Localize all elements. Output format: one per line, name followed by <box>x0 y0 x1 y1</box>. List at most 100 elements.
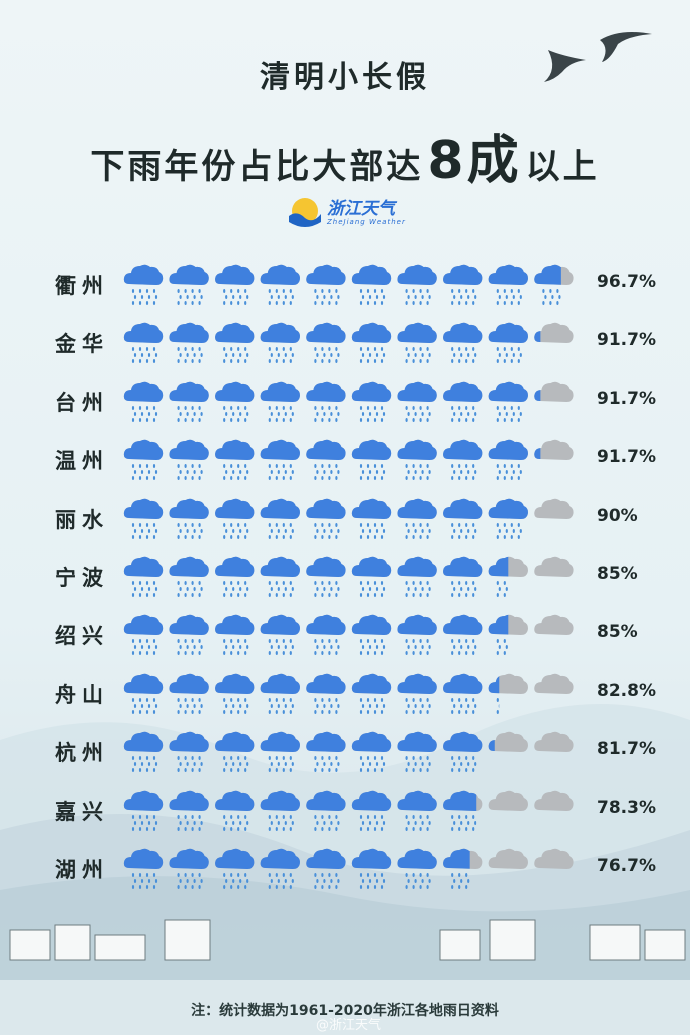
city-label: 杭州 <box>55 741 109 766</box>
city-label: 衢州 <box>55 274 109 298</box>
rain-cloud-icon <box>488 790 528 811</box>
rain-cloud-icon <box>397 673 437 714</box>
rain-cloud-icon <box>215 848 255 889</box>
chart-row: 嘉兴 78.3% <box>0 788 690 838</box>
rain-cloud-icon <box>443 556 483 597</box>
rain-cloud-icon <box>169 323 209 364</box>
rain-cloud-icon <box>169 439 209 481</box>
rain-cloud-icon <box>260 673 300 714</box>
rain-cloud-icon <box>306 323 346 364</box>
rain-cloud-icon <box>488 381 528 422</box>
rain-cloud-icon <box>215 556 255 597</box>
rain-cloud-icon <box>443 673 483 714</box>
watermark: @浙江天气 <box>316 1018 382 1033</box>
percent-label: 90% <box>597 505 638 526</box>
rain-cloud-icon <box>260 848 300 889</box>
rain-cloud-icon <box>534 615 574 636</box>
rain-cloud-icon <box>260 556 300 597</box>
percent-label: 85% <box>597 622 638 643</box>
cloud-icon-row <box>123 731 574 773</box>
rain-cloud-icon <box>397 790 437 831</box>
city-label: 嘉兴 <box>55 799 109 824</box>
percent-label: 91.7% <box>597 388 656 409</box>
percent-label: 91.7% <box>597 447 656 468</box>
percent-label: 81.7% <box>597 739 656 760</box>
rain-cloud-icon <box>123 381 164 422</box>
rain-cloud-icon <box>260 615 300 656</box>
rain-cloud-icon <box>260 731 300 773</box>
rain-cloud-icon <box>260 381 300 422</box>
cloud-icon-row <box>123 556 574 597</box>
rain-cloud-icon <box>443 439 483 481</box>
zhejiang-weather-logo: 浙江天气 ZheJiang Weather <box>287 196 406 230</box>
rain-cloud-icon <box>215 790 255 831</box>
rain-cloud-icon <box>443 615 483 656</box>
rain-cloud-icon <box>306 556 346 597</box>
city-label: 湖州 <box>55 858 109 882</box>
cloud-icon-row <box>123 673 574 714</box>
percent-label: 78.3% <box>597 797 656 818</box>
city-label: 舟山 <box>55 682 109 707</box>
rain-cloud-icon <box>169 615 209 656</box>
rain-cloud-icon <box>351 615 392 656</box>
rain-cloud-icon <box>351 556 392 597</box>
title-highlight: 8成 <box>427 131 522 191</box>
title-line-1: 清明小长假 <box>260 60 430 95</box>
city-label: 金华 <box>55 332 109 357</box>
rain-cloud-icon <box>123 439 164 481</box>
rain-cloud-icon <box>351 498 392 539</box>
rain-cloud-icon <box>215 264 255 305</box>
percent-label: 96.7% <box>597 272 656 292</box>
rain-cloud-icon <box>488 439 528 481</box>
rain-cloud-icon <box>123 498 164 539</box>
cloud-icon-row <box>123 264 574 305</box>
rain-cloud-icon <box>123 556 164 597</box>
rain-cloud-icon <box>534 556 574 577</box>
rain-cloud-icon <box>351 439 392 481</box>
sun-wave-icon <box>289 198 321 227</box>
rain-cloud-icon <box>215 323 255 364</box>
rain-cloud-icon <box>306 731 346 773</box>
rain-cloud-icon <box>260 498 300 539</box>
chart-row: 丽水 90% <box>0 496 690 546</box>
cloud-icon-row <box>123 615 574 656</box>
rain-cloud-icon <box>351 790 392 831</box>
rain-cloud-icon <box>534 848 574 869</box>
rain-cloud-icon <box>443 264 483 305</box>
logo-cn: 浙江天气 <box>327 199 395 219</box>
rain-cloud-icon <box>534 381 574 402</box>
city-label: 台州 <box>55 390 109 415</box>
cloud-icon-row <box>123 790 574 831</box>
cloud-icon-row <box>123 323 574 364</box>
rain-cloud-icon <box>397 556 437 597</box>
rain-cloud-icon <box>443 381 483 422</box>
rain-cloud-icon <box>534 323 574 344</box>
rain-cloud-icon <box>397 731 437 773</box>
rain-cloud-icon <box>443 790 483 831</box>
rain-cloud-icon <box>215 498 255 539</box>
rain-cloud-icon <box>534 790 574 811</box>
rain-cloud-icon <box>306 790 346 831</box>
rain-cloud-icon <box>488 264 528 305</box>
rain-cloud-icon <box>215 615 255 656</box>
rain-cloud-icon <box>123 264 164 305</box>
rain-cloud-icon <box>215 381 255 422</box>
chart-row: 温州 91.7% <box>0 437 690 487</box>
rain-cloud-icon <box>488 323 528 364</box>
rain-cloud-icon <box>397 264 437 305</box>
title-prefix: 下雨年份占比大部达 <box>90 147 424 187</box>
rain-cloud-icon <box>260 439 300 481</box>
cloud-icon-row <box>123 381 574 422</box>
title-suffix: 以上 <box>525 147 600 187</box>
rain-cloud-icon <box>169 264 209 305</box>
rain-cloud-icon <box>123 323 164 364</box>
chart-row: 宁波 85% <box>0 554 690 604</box>
rain-cloud-icon <box>351 731 392 773</box>
rain-cloud-icon <box>534 498 574 519</box>
cloud-icon-row <box>123 439 574 481</box>
cloud-icon-row <box>123 848 574 889</box>
landscape-illustration <box>0 704 690 1035</box>
rain-cloud-icon <box>169 498 209 539</box>
rain-cloud-icon <box>260 264 300 305</box>
rain-cloud-icon <box>123 615 164 656</box>
